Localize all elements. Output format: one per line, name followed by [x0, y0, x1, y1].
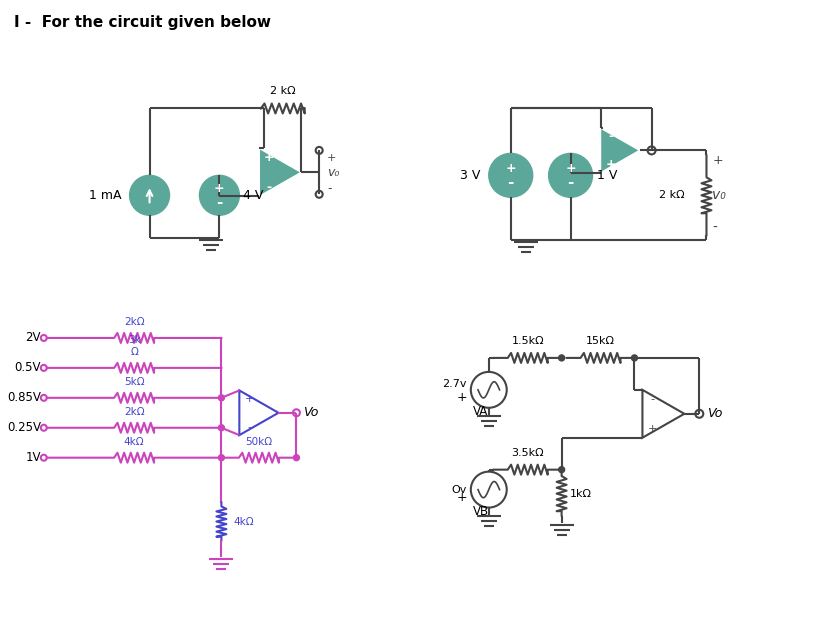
Text: -: -	[507, 175, 514, 190]
Text: 5kΩ: 5kΩ	[123, 377, 144, 387]
Text: Vo: Vo	[303, 406, 318, 419]
Text: -: -	[566, 175, 573, 190]
Circle shape	[548, 153, 592, 197]
Text: +: +	[456, 391, 466, 404]
Text: 4kΩ: 4kΩ	[123, 437, 144, 447]
Text: +: +	[647, 424, 657, 434]
Text: -: -	[327, 182, 332, 195]
Circle shape	[471, 472, 506, 508]
Text: 3k
Ω: 3k Ω	[127, 335, 141, 357]
Text: v₀: v₀	[711, 188, 725, 203]
Text: 3.5kΩ: 3.5kΩ	[511, 447, 543, 458]
Text: VB: VB	[472, 505, 488, 518]
Text: +: +	[214, 182, 224, 195]
Text: 50kΩ: 50kΩ	[245, 437, 272, 447]
Text: Vo: Vo	[706, 407, 722, 420]
Text: +: +	[565, 162, 576, 175]
Circle shape	[558, 355, 564, 361]
Circle shape	[199, 176, 239, 215]
Text: +: +	[244, 394, 254, 404]
Circle shape	[293, 410, 299, 416]
Circle shape	[41, 335, 47, 341]
Circle shape	[41, 425, 47, 431]
Circle shape	[41, 395, 47, 401]
Circle shape	[218, 425, 224, 431]
Text: +: +	[605, 158, 615, 171]
Text: +: +	[504, 162, 515, 175]
Text: Ov: Ov	[451, 485, 466, 495]
Text: 2 kΩ: 2 kΩ	[658, 190, 684, 200]
Text: 1kΩ: 1kΩ	[569, 488, 590, 499]
Text: v₀: v₀	[327, 166, 339, 179]
Circle shape	[471, 372, 506, 408]
Text: +: +	[264, 151, 275, 164]
Circle shape	[293, 454, 299, 461]
Text: -: -	[216, 195, 222, 210]
Text: +: +	[327, 153, 336, 163]
Text: -: -	[650, 394, 653, 404]
Text: 2 kΩ: 2 kΩ	[270, 85, 295, 96]
Polygon shape	[642, 390, 683, 438]
Text: 2V: 2V	[26, 331, 41, 344]
Text: 0.85V: 0.85V	[7, 391, 41, 404]
Text: +: +	[456, 491, 466, 504]
Text: -: -	[247, 422, 251, 432]
Circle shape	[41, 454, 47, 461]
Text: 0.5V: 0.5V	[14, 362, 41, 374]
Circle shape	[218, 454, 224, 461]
Circle shape	[218, 395, 224, 401]
Text: I -  For the circuit given below: I - For the circuit given below	[14, 15, 270, 29]
Text: +: +	[711, 154, 722, 167]
Polygon shape	[259, 149, 301, 196]
Text: -: -	[711, 221, 716, 235]
Text: 3 V: 3 V	[460, 169, 480, 182]
Text: 4kΩ: 4kΩ	[233, 517, 254, 526]
Text: 1V: 1V	[26, 451, 41, 464]
Circle shape	[631, 355, 637, 361]
Text: 2.7v: 2.7v	[442, 379, 466, 389]
Text: VA: VA	[472, 405, 488, 419]
Text: 4 V: 4 V	[243, 189, 264, 202]
Text: 2kΩ: 2kΩ	[123, 317, 144, 327]
Circle shape	[41, 365, 47, 371]
Polygon shape	[239, 390, 278, 435]
Text: 1 V: 1 V	[595, 169, 616, 182]
Text: 1 mA: 1 mA	[89, 189, 122, 202]
Circle shape	[488, 153, 532, 197]
Text: 1.5kΩ: 1.5kΩ	[511, 336, 543, 346]
Polygon shape	[600, 128, 639, 172]
Text: -: -	[607, 130, 612, 143]
Circle shape	[558, 467, 564, 472]
Text: -: -	[266, 181, 271, 194]
Circle shape	[647, 146, 655, 154]
Text: 0.25V: 0.25V	[7, 421, 41, 434]
Circle shape	[315, 191, 323, 198]
Circle shape	[130, 176, 170, 215]
Text: 15kΩ: 15kΩ	[586, 336, 614, 346]
Text: 2kΩ: 2kΩ	[123, 407, 144, 417]
Circle shape	[695, 410, 702, 418]
Circle shape	[315, 147, 323, 154]
